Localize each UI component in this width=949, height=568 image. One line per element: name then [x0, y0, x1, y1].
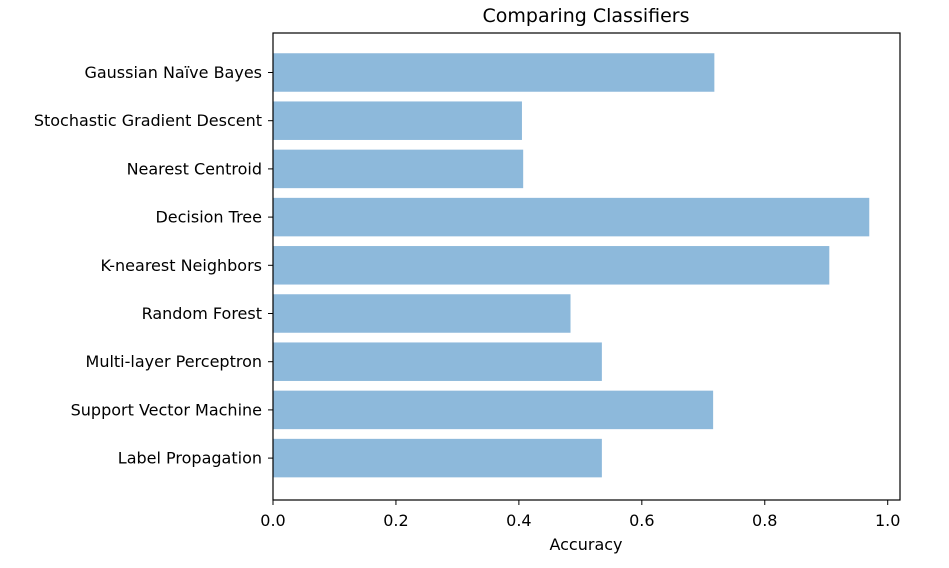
x-tick-label: 0.8	[752, 511, 777, 530]
y-axis: Gaussian Naïve Bayes Stochastic Gradient …	[34, 63, 273, 468]
bar	[273, 149, 524, 189]
y-tick-label: Multi-layer Perceptron	[86, 352, 262, 371]
chart-title: Comparing Classifiers	[483, 5, 690, 27]
bar	[273, 53, 715, 92]
y-tick-label: Decision Tree	[155, 208, 262, 227]
bar	[273, 390, 714, 430]
x-tick-label: 0.4	[506, 511, 531, 530]
y-tick-label: Support Vector Machine	[71, 400, 262, 419]
bar	[273, 294, 571, 333]
x-tick-label: 0.2	[383, 511, 408, 530]
y-tick-label: Gaussian Naïve Bayes	[84, 63, 262, 82]
x-tick-label: 0.0	[260, 511, 285, 530]
plot-frame	[272, 32, 901, 501]
x-tick-label: 1.0	[875, 511, 900, 530]
bar	[273, 101, 522, 140]
y-tick-label: Stochastic Gradient Descent	[34, 111, 262, 130]
bar	[273, 438, 602, 478]
y-tick-label: K-nearest Neighbors	[100, 256, 262, 275]
y-tick-label: Nearest Centroid	[127, 159, 262, 178]
bar	[273, 197, 870, 237]
x-axis-label: Accuracy	[549, 535, 622, 554]
x-tick-label: 0.6	[629, 511, 654, 530]
y-tick-label: Random Forest	[142, 304, 262, 323]
bar	[273, 342, 602, 381]
y-tick-label: Label Propagation	[118, 449, 262, 468]
bar	[273, 246, 830, 285]
x-axis: 0.0 0.2 0.4 0.6 0.8 1.0	[260, 500, 900, 530]
bars-layer	[273, 53, 870, 478]
